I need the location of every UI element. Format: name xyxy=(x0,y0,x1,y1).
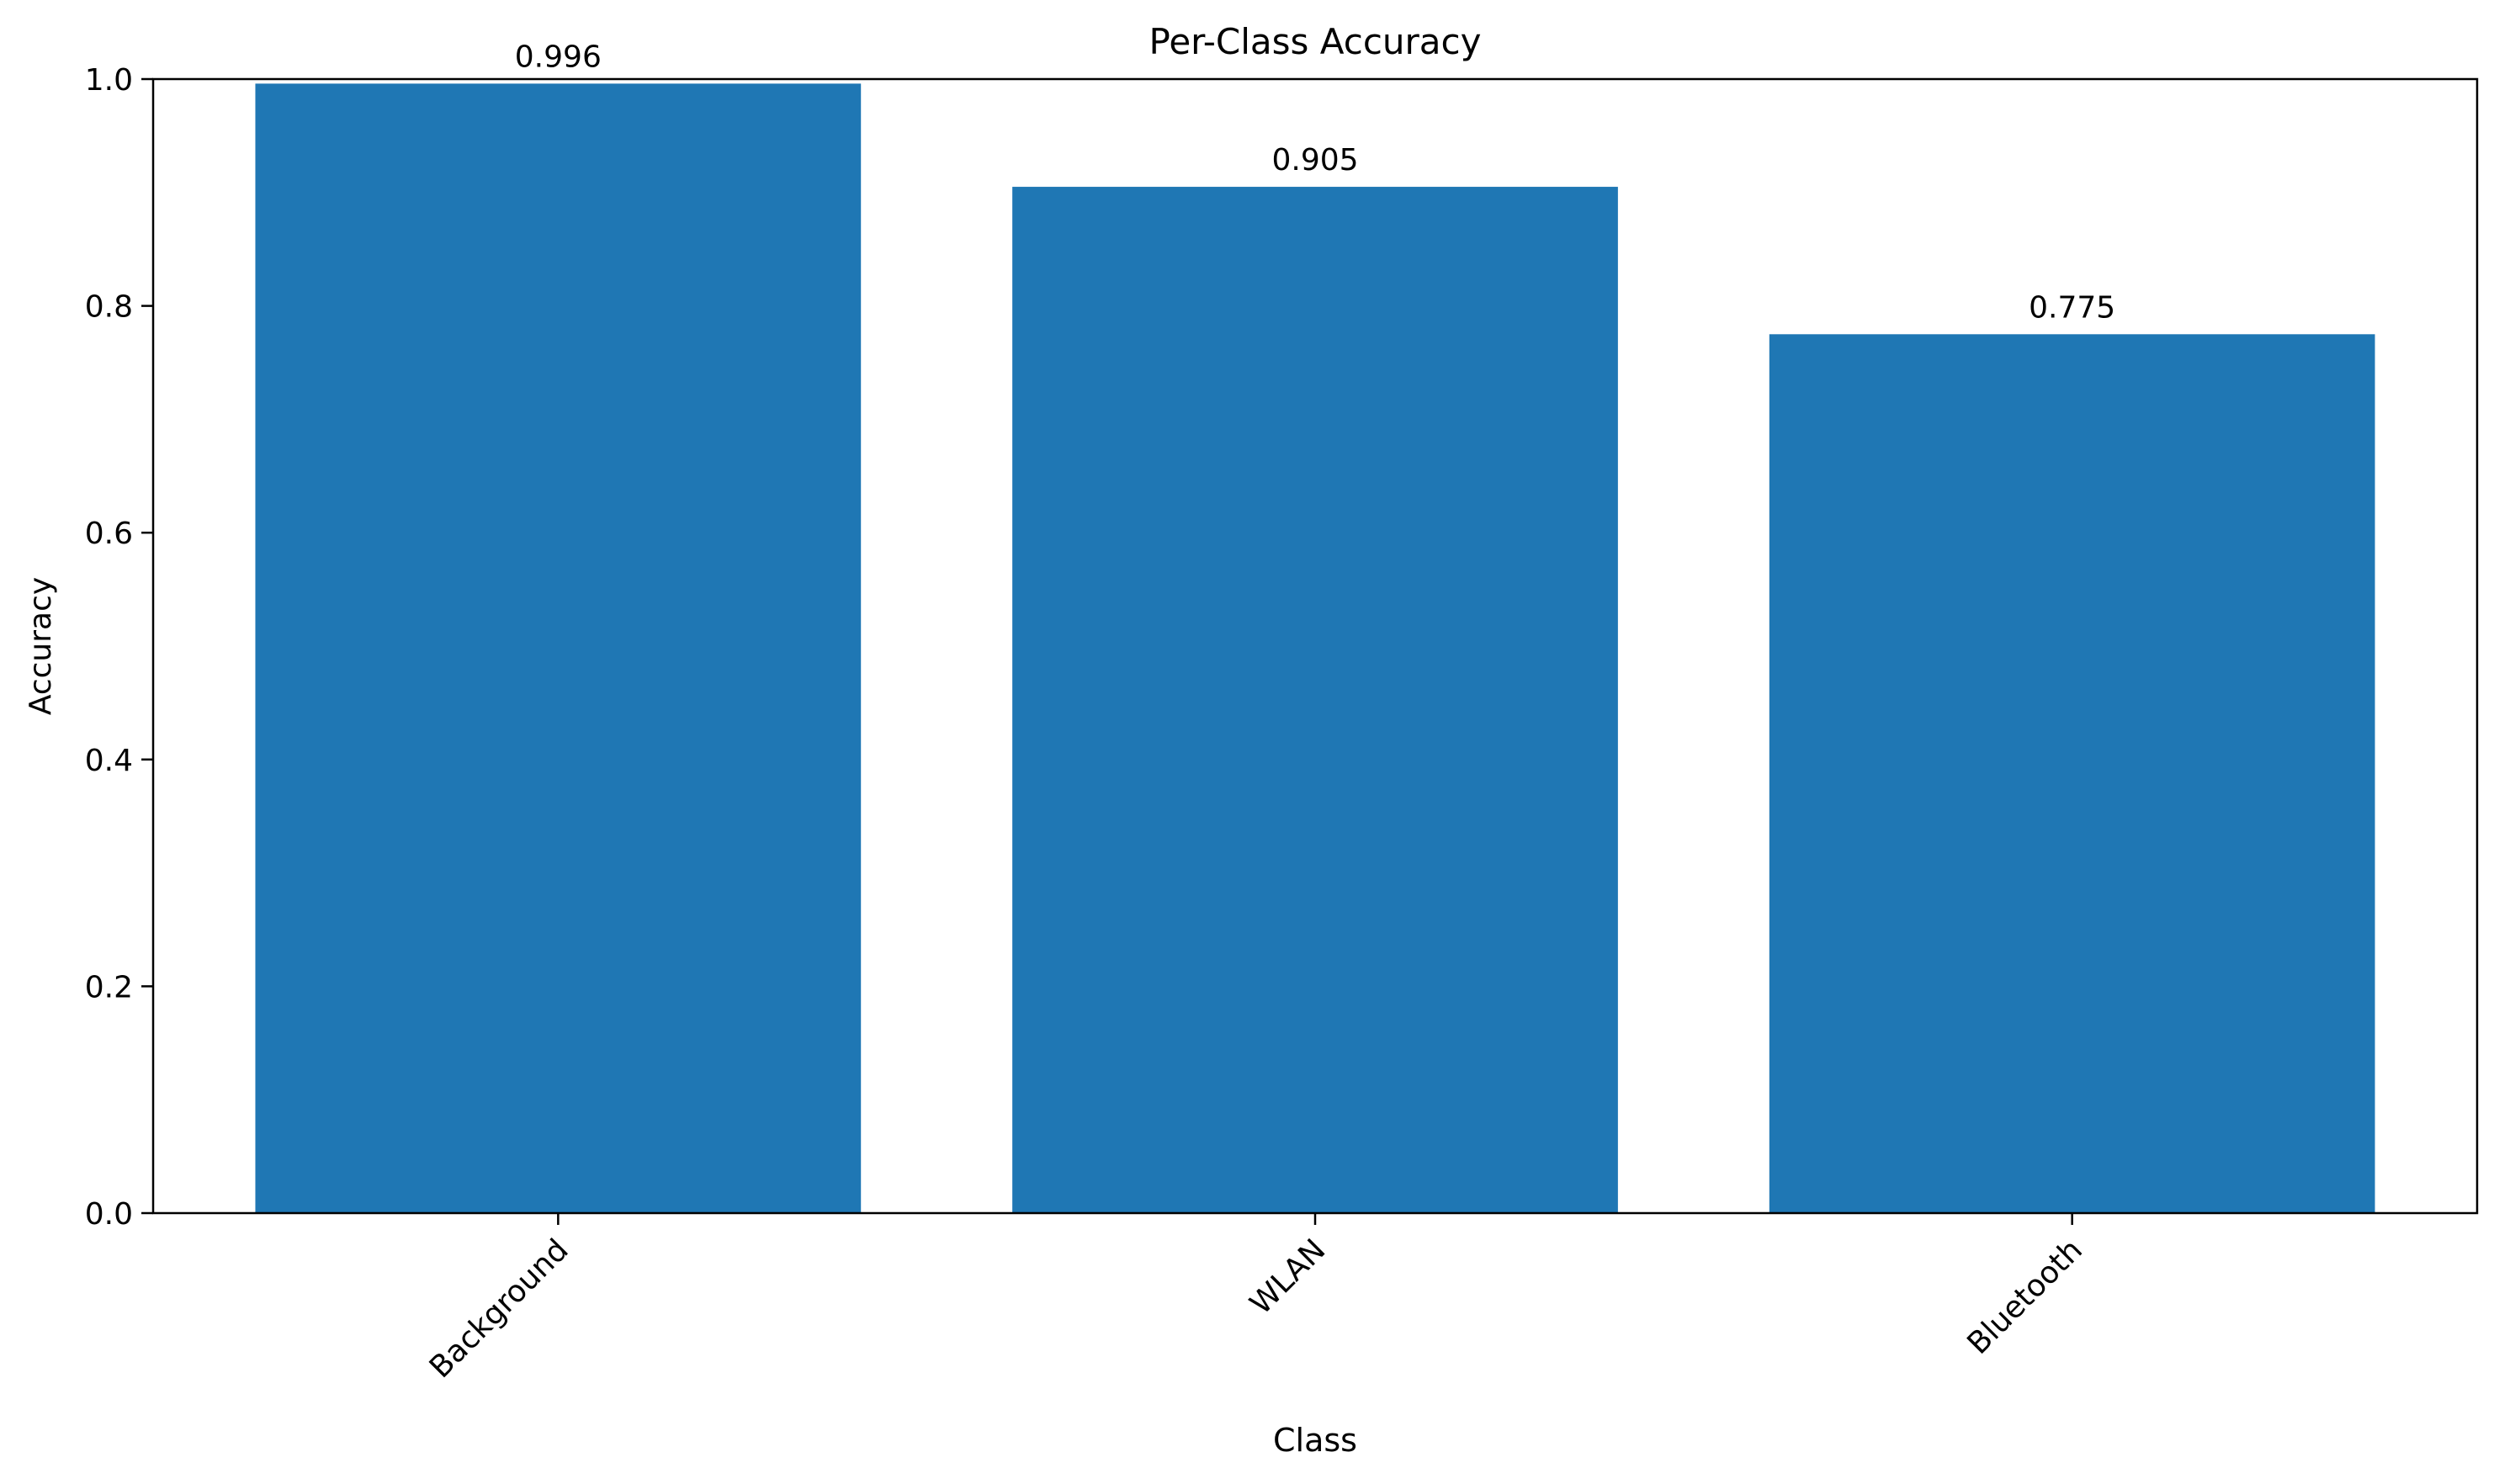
bars-layer xyxy=(255,83,2375,1214)
value-label-bluetooth: 0.775 xyxy=(2029,290,2115,325)
value-label-background: 0.996 xyxy=(515,40,602,74)
value-labels-layer: 0.996 0.905 0.775 xyxy=(515,40,2115,325)
x-axis-label: Class xyxy=(1273,1422,1357,1459)
y-axis: 0.0 0.2 0.4 0.6 0.8 1.0 xyxy=(85,63,153,1232)
y-tick-label: 0.8 xyxy=(85,290,133,325)
y-tick-label: 0.4 xyxy=(85,744,133,778)
chart-title: Per-Class Accuracy xyxy=(1149,21,1481,62)
value-label-wlan: 0.905 xyxy=(1271,143,1358,178)
y-tick-label: 1.0 xyxy=(85,63,133,98)
y-tick-label: 0.0 xyxy=(85,1197,133,1232)
y-tick-label: 0.6 xyxy=(85,517,133,551)
bar-background xyxy=(255,83,862,1214)
bar-bluetooth xyxy=(1769,334,2375,1213)
y-tick-label: 0.2 xyxy=(85,970,133,1004)
y-axis-label: Accuracy xyxy=(24,577,58,715)
bar-wlan xyxy=(1012,187,1618,1213)
